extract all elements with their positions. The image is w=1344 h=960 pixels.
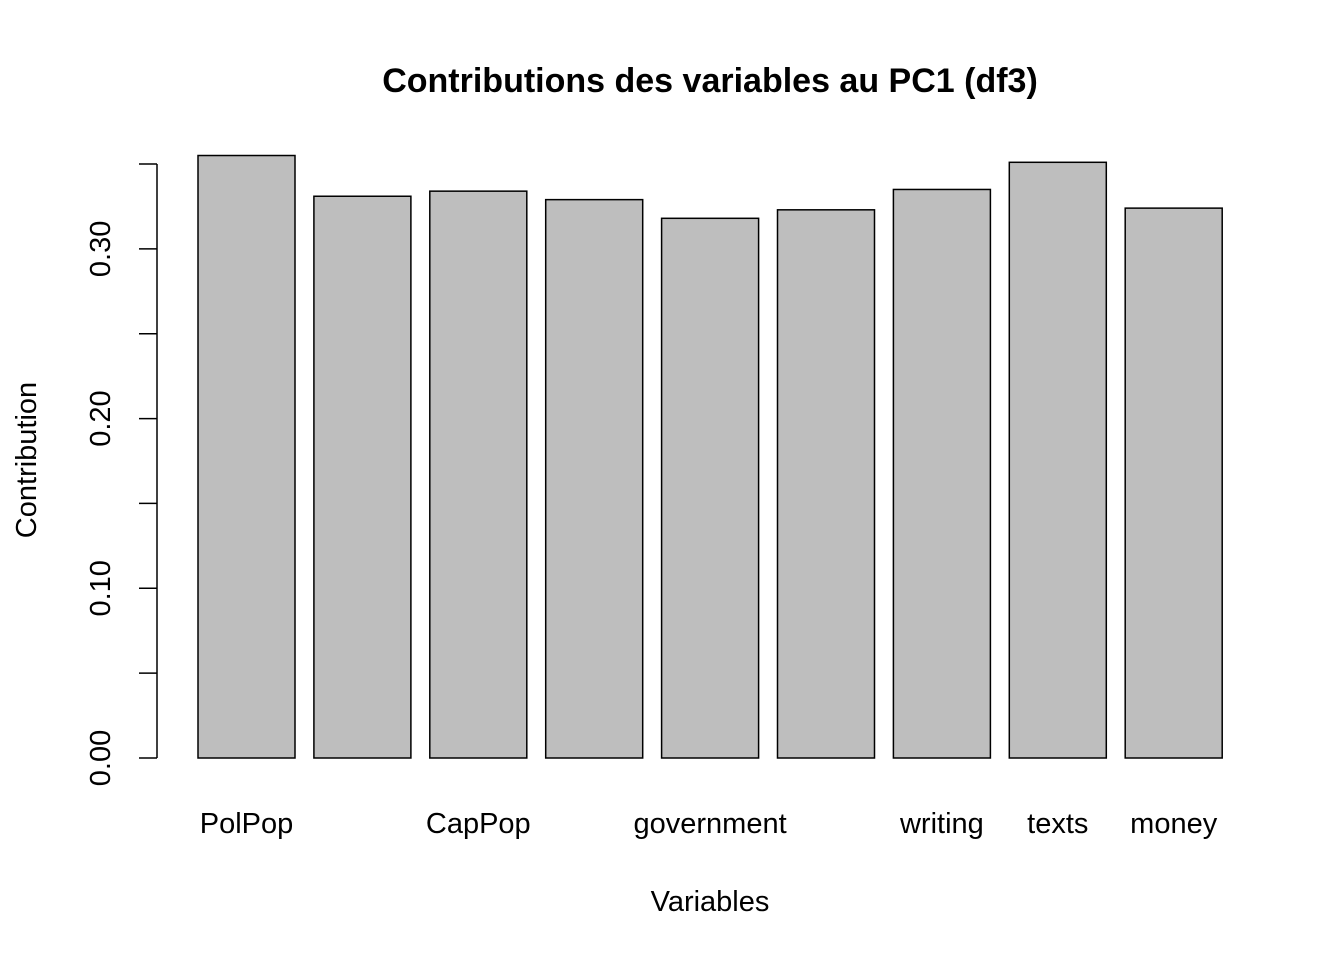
x-tick-label: PolPop: [200, 808, 294, 840]
y-axis-label: Contribution: [11, 382, 43, 538]
bar: [892, 188, 992, 759]
bars: [197, 154, 1223, 759]
x-axis-tick-labels: PolPop CapPop government writing texts money: [200, 808, 1218, 840]
bar: [313, 195, 412, 759]
chart-title: Contributions des variables au PC1 (df3): [382, 62, 1038, 100]
x-tick-label: writing: [899, 808, 984, 840]
bar: [429, 190, 528, 759]
x-tick-label: CapPop: [426, 808, 531, 840]
x-tick-label: government: [634, 808, 787, 840]
x-tick-label: texts: [1027, 808, 1088, 840]
y-tick-label: 0.10: [85, 560, 117, 616]
x-tick-label: money: [1130, 808, 1218, 840]
y-axis: 0.00 0.10 0.20 0.30: [85, 163, 158, 786]
y-tick-label: 0.30: [85, 221, 117, 277]
x-axis-label: Variables: [651, 886, 770, 918]
bar: [660, 217, 760, 759]
y-tick-label: 0.20: [85, 390, 117, 446]
bar: [1124, 207, 1223, 759]
bar: [1008, 161, 1108, 759]
bar: [544, 198, 644, 759]
bar: [776, 209, 876, 759]
y-tick-label: 0.00: [85, 730, 117, 786]
bar: [197, 154, 296, 759]
